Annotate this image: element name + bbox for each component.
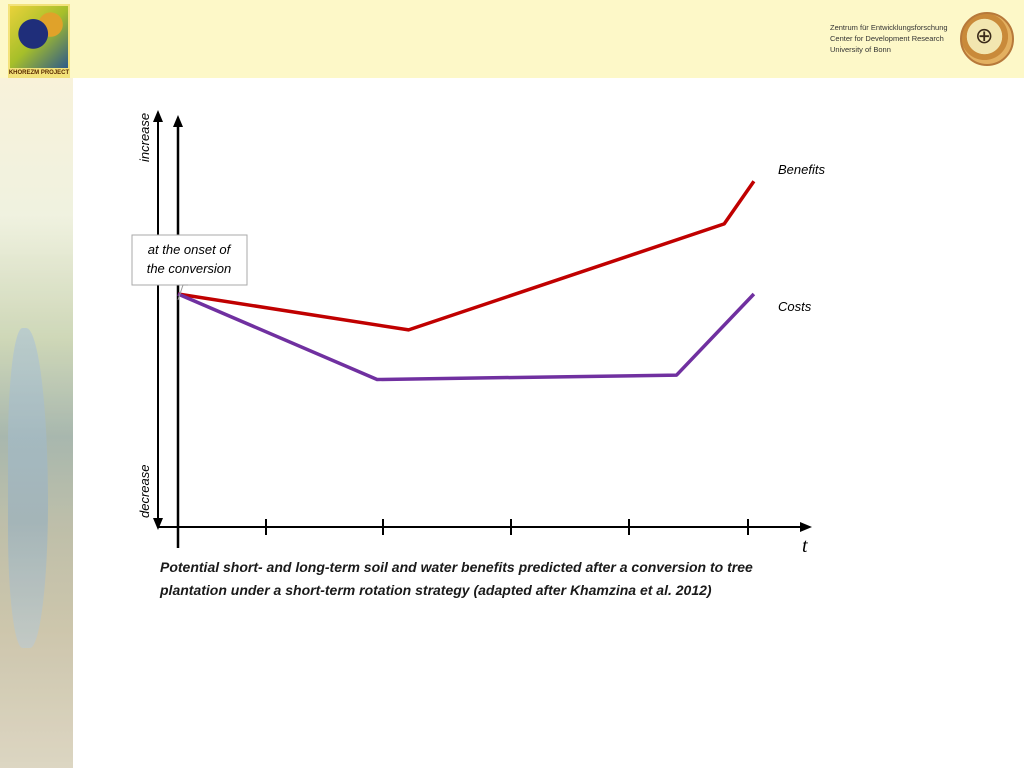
zef-line-3: University of Bonn [830, 45, 891, 54]
x-axis-label: t [802, 535, 808, 557]
y-scale-arrow-head-down [153, 518, 163, 530]
zef-logo: Zentrum für Entwicklungsforschung Center… [830, 12, 1020, 68]
x-axis-arrow [800, 522, 812, 532]
side-photo-strip [0, 78, 73, 768]
zef-line-2: Center for Development Research [830, 34, 944, 43]
zef-line-1: Zentrum für Entwicklungsforschung [830, 23, 948, 32]
annotation-box [131, 234, 248, 286]
zef-globe-icon: ⊕ [960, 12, 1014, 66]
series-label-benefits: Benefits [778, 162, 825, 177]
logo-caption: KHOREZM PROJECT [8, 70, 70, 76]
y-bottom-label: decrease [137, 465, 152, 518]
y-scale-arrow-head-up [153, 110, 163, 122]
figure-caption: Potential short- and long-term soil and … [160, 559, 753, 598]
german-uzbek-logo: KHOREZM PROJECT [8, 4, 70, 78]
annotation-line: the conversion [147, 261, 232, 276]
y-axis-arrow [173, 115, 183, 127]
y-top-label: increase [137, 113, 152, 162]
series-line-benefits [177, 180, 756, 332]
series-label-costs: Costs [778, 299, 812, 314]
river-image [8, 328, 48, 648]
header-band [0, 0, 1024, 78]
annotation-pointer [177, 284, 188, 301]
logo-artwork [10, 6, 68, 68]
series-line-costs [177, 292, 756, 382]
zef-logo-text: Zentrum für Entwicklungsforschung Center… [830, 22, 970, 55]
annotation-line: at the onset of [148, 242, 232, 257]
